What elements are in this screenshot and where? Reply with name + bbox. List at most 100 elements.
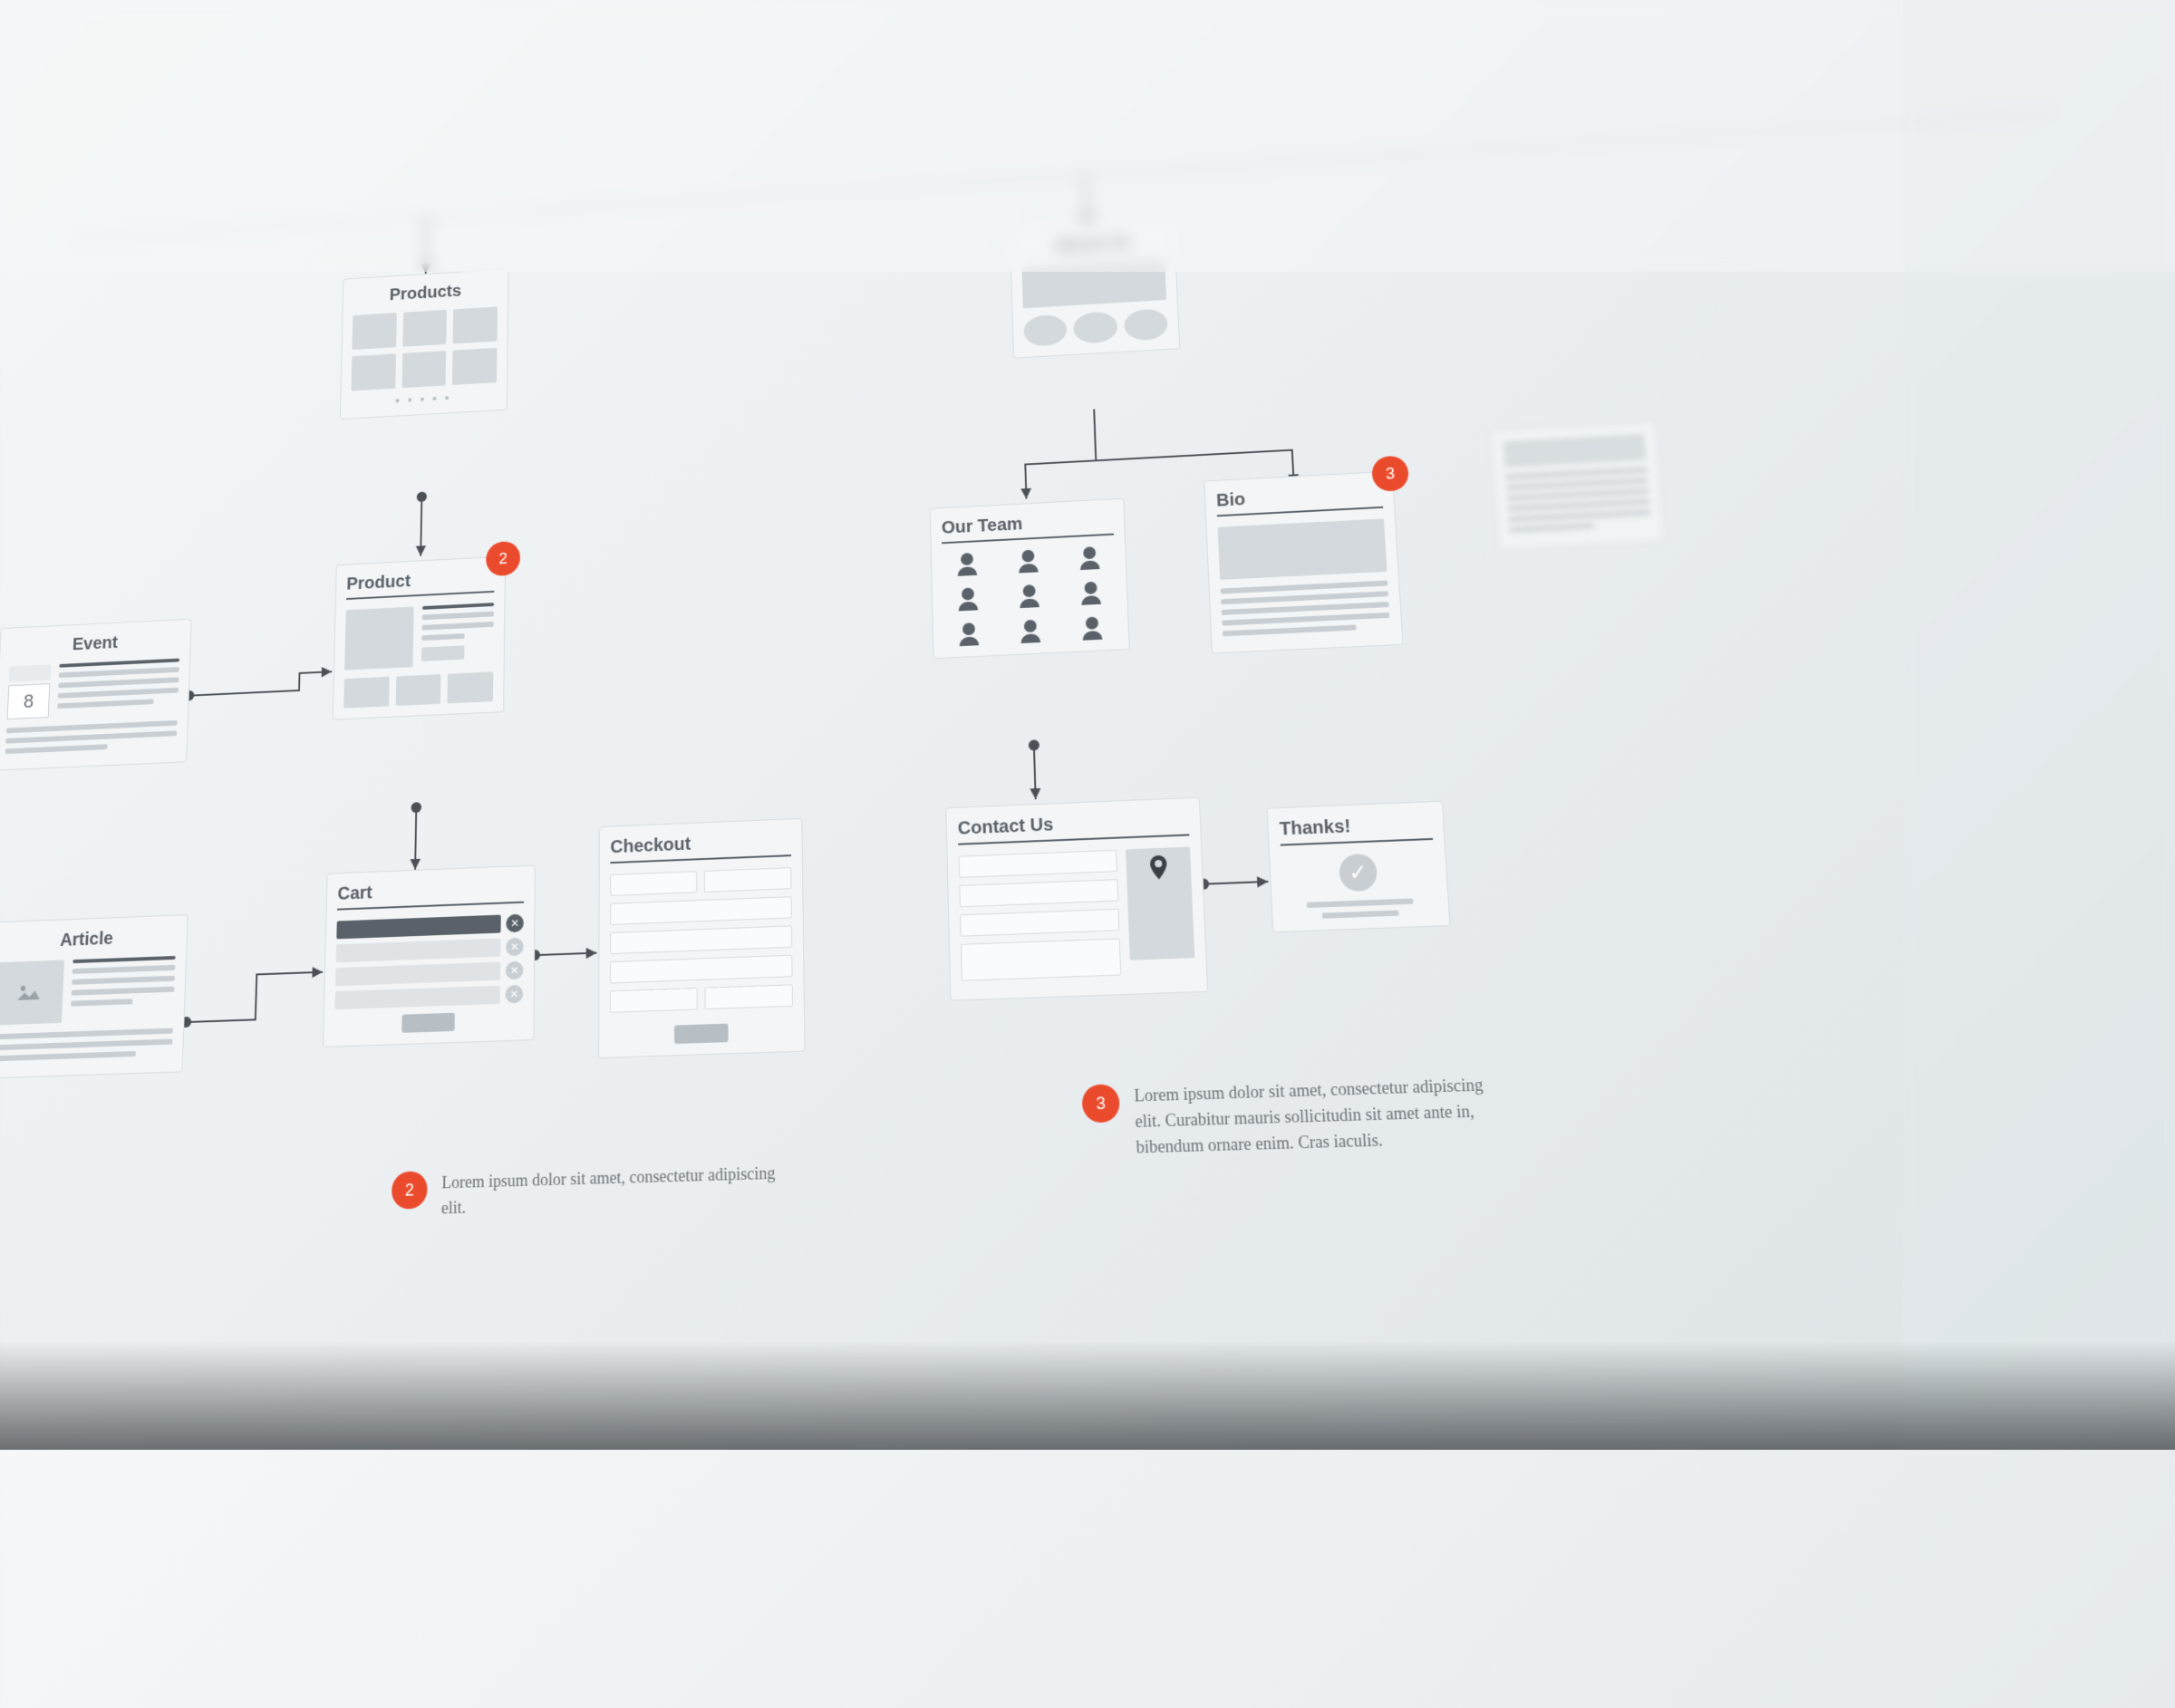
thumb [343, 677, 389, 709]
avatar-circle [1124, 308, 1168, 341]
thumb [453, 306, 498, 343]
submit-button [674, 1024, 729, 1044]
text-line [1507, 488, 1649, 501]
price-tag [421, 645, 464, 661]
card-thanks-title: Thanks! [1279, 813, 1433, 845]
card-article-title: Article [0, 926, 177, 953]
note-3: 3 Lorem ipsum dolor sit amet, consectetu… [1081, 1071, 1516, 1162]
card-blurred-right [1491, 421, 1666, 550]
thumb [353, 313, 397, 350]
image-icon [15, 981, 42, 1004]
cart-item: ✕ [334, 985, 523, 1009]
map-pin-icon [1150, 855, 1167, 880]
card-our-team: Our Team [930, 498, 1130, 660]
text-line [57, 699, 154, 709]
textarea [961, 938, 1121, 980]
input [610, 925, 792, 954]
thumb [402, 310, 447, 347]
blur-block [1503, 434, 1647, 468]
person-icon [1066, 581, 1116, 606]
note-3-badge: 3 [1081, 1084, 1120, 1123]
person-icon [943, 622, 993, 647]
card-product: 2 Product [333, 556, 506, 720]
card-event-title: Event [10, 630, 180, 658]
card-cart: Cart ✕ ✕ ✕ ✕ [323, 864, 536, 1047]
text-line [421, 633, 465, 641]
text-line [1306, 898, 1414, 908]
text-line [0, 1028, 173, 1040]
card-contact: Contact Us [945, 797, 1208, 1001]
card-products: Products ● ● ● ● ● [340, 268, 509, 420]
card-about-us-title: About Us [1021, 230, 1165, 258]
text-line [1506, 478, 1648, 490]
card-cart-title: Cart [337, 877, 524, 911]
cart-item: ✕ [336, 938, 524, 963]
card-thanks: Thanks! ✓ [1267, 801, 1451, 933]
product-image [344, 607, 413, 671]
input [960, 909, 1119, 937]
card-checkout: Checkout [598, 818, 806, 1058]
person-icon [1003, 549, 1053, 574]
text-line [72, 987, 175, 996]
card-products-title: Products [353, 280, 498, 307]
remove-icon: ✕ [506, 938, 524, 957]
article-image [0, 960, 64, 1026]
note-3-text: Lorem ipsum dolor sit amet, consectetur … [1134, 1071, 1517, 1161]
input [959, 879, 1118, 907]
input [610, 955, 793, 984]
text-line [1509, 523, 1594, 533]
text-line [422, 603, 494, 610]
badge-2: 2 [486, 541, 520, 577]
thumb [452, 348, 497, 385]
text-line [58, 677, 179, 688]
text-line [59, 659, 179, 668]
person-icon [942, 586, 992, 612]
note-2: 2 Lorem ipsum dolor sit amet, consectetu… [392, 1160, 804, 1222]
thumb [395, 674, 440, 706]
card-our-team-title: Our Team [942, 510, 1114, 545]
avatar-circle [1023, 314, 1068, 347]
input [959, 850, 1117, 878]
check-icon: ✓ [1339, 854, 1378, 893]
card-bio: 3 Bio [1204, 471, 1403, 654]
text-line [5, 730, 177, 743]
thumb [401, 351, 446, 388]
text-line [422, 612, 494, 621]
text-line [71, 999, 132, 1006]
card-about-us: About Us [1010, 219, 1180, 359]
note-2-text: Lorem ipsum dolor sit amet, consectetur … [441, 1160, 804, 1221]
text-line [1223, 624, 1357, 636]
thumb [448, 671, 493, 703]
text-line [72, 976, 175, 985]
text-line [0, 1039, 172, 1051]
text-line [0, 1051, 136, 1061]
thumb [351, 353, 395, 391]
input [610, 871, 697, 896]
note-2-badge: 2 [392, 1171, 428, 1210]
text-line [422, 622, 494, 631]
card-product-title: Product [346, 567, 495, 600]
sitemap-canvas: Products ● ● ● ● ● 2 Product [0, 0, 2175, 1703]
card-event: Event 8 [0, 619, 192, 771]
person-icon [1068, 616, 1118, 642]
pagination-dots: ● ● ● ● ● [351, 391, 497, 408]
remove-icon: ✕ [506, 914, 524, 933]
text-line [59, 667, 179, 678]
text-line [1222, 613, 1389, 626]
cal-date: 8 [7, 683, 51, 719]
cart-button [401, 1013, 455, 1033]
cal-header [9, 664, 52, 681]
card-article: Article [0, 914, 188, 1079]
remove-icon: ✕ [506, 961, 524, 980]
text-line [1322, 910, 1399, 918]
person-icon [1065, 545, 1115, 571]
text-line [72, 956, 175, 963]
card-checkout-title: Checkout [610, 830, 791, 864]
cart-item: ✕ [336, 914, 524, 940]
person-icon [1004, 584, 1054, 609]
text-line [1508, 509, 1650, 522]
cart-item: ✕ [335, 961, 523, 987]
text-line [1508, 499, 1650, 512]
input [704, 867, 792, 893]
remove-icon: ✕ [505, 985, 523, 1004]
